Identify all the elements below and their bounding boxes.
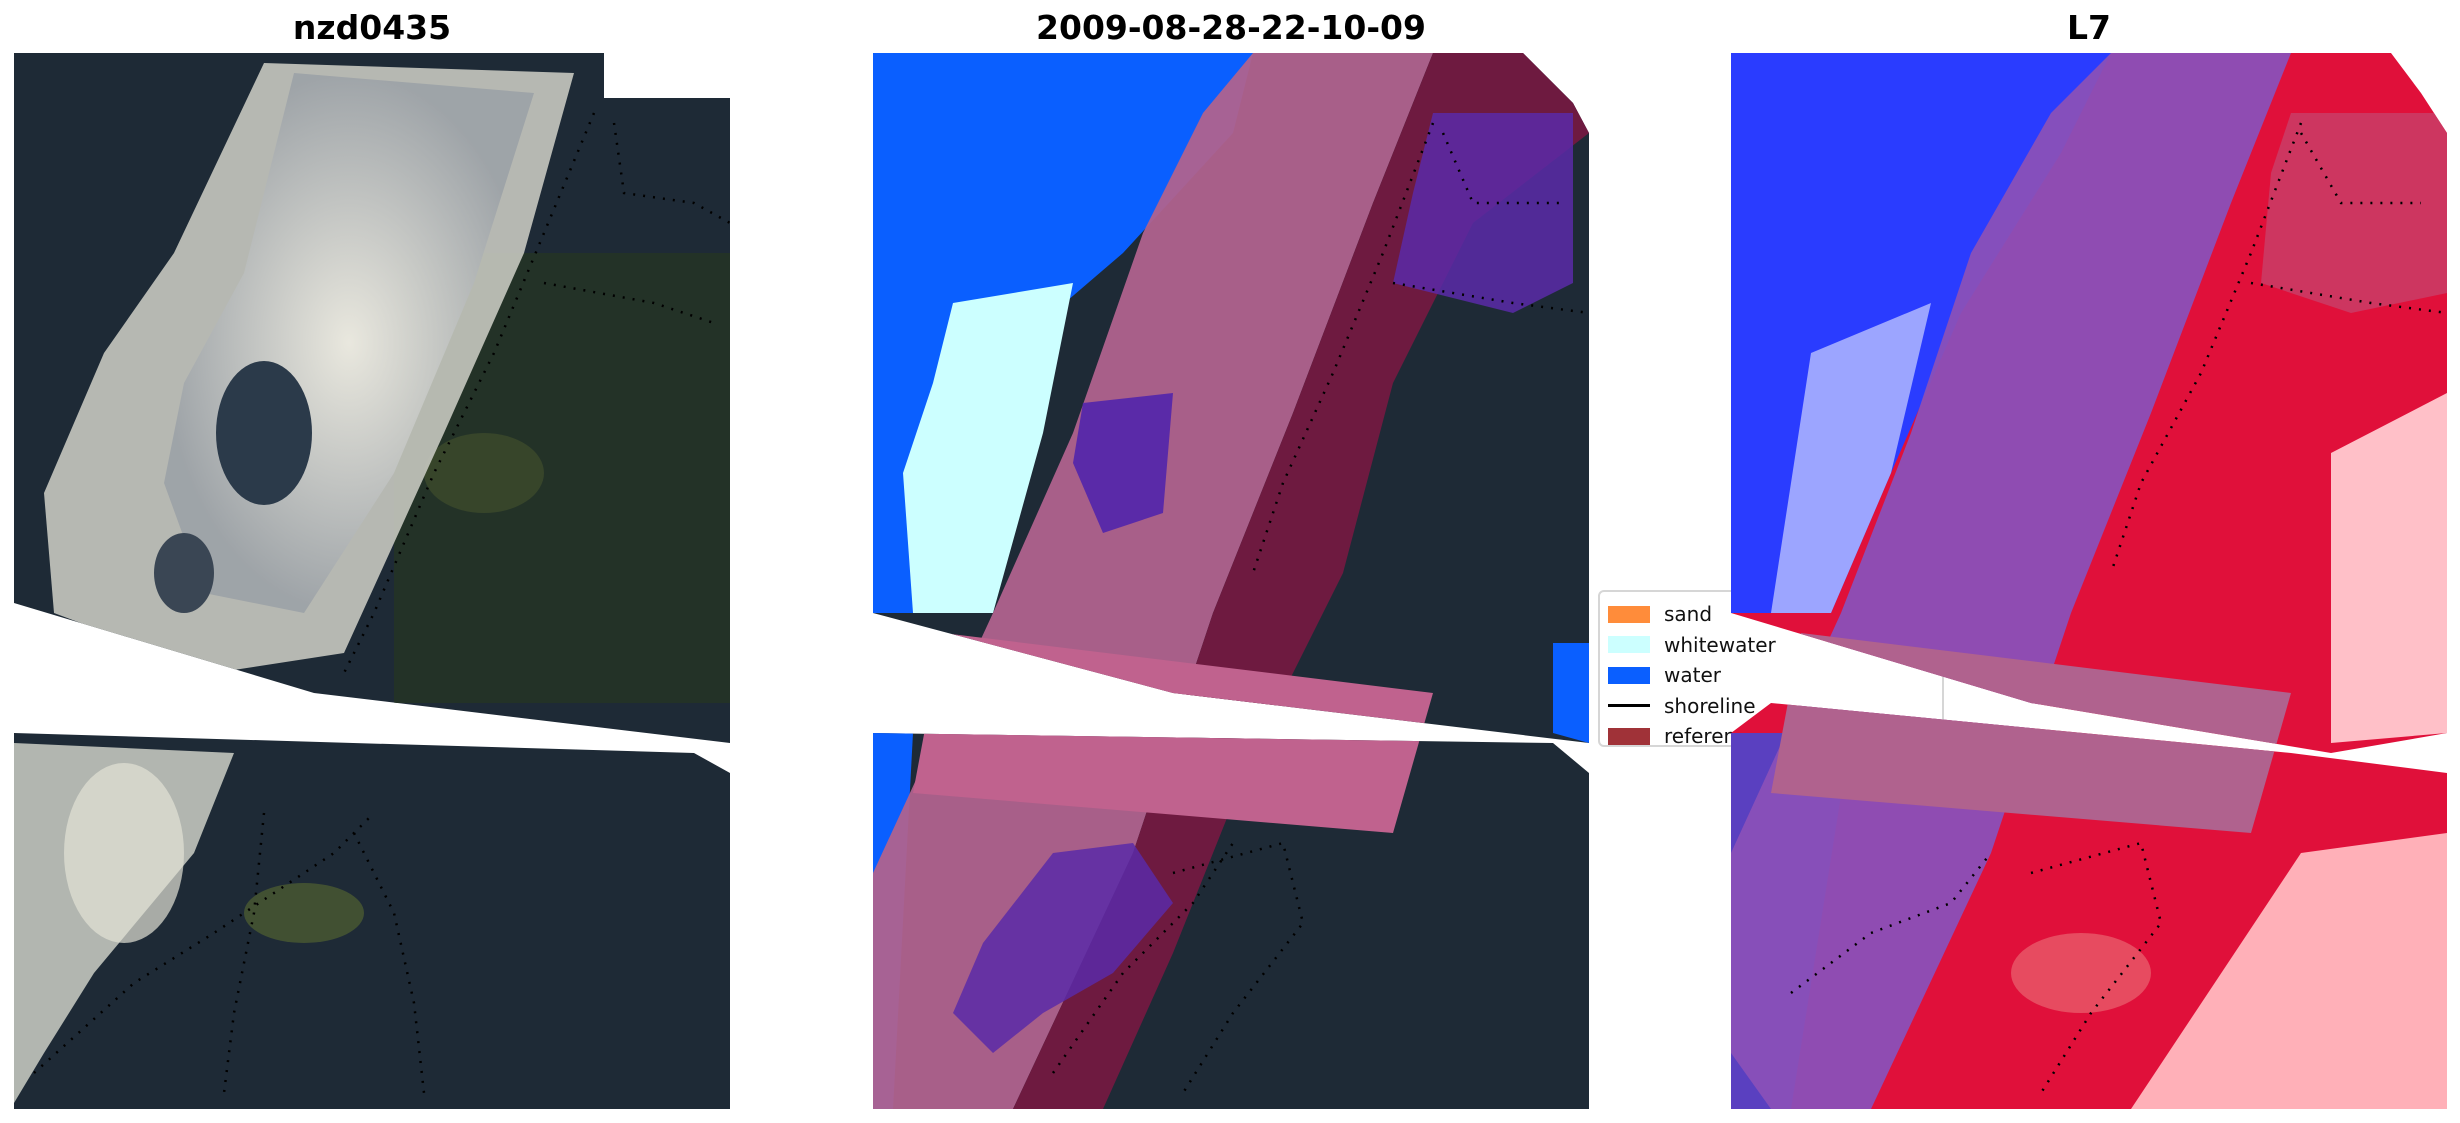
legend-patch-icon: [1608, 727, 1650, 745]
rgb-image-panel: [14, 53, 730, 1109]
legend-item-shoreline: shoreline: [1608, 691, 1942, 722]
legend-label: shoreline: [1664, 693, 1756, 718]
index-image-panel: [1731, 53, 2447, 1109]
title-panel-2: 2009-08-28-22-10-09: [1036, 8, 1426, 47]
legend-label: whitewater: [1664, 632, 1776, 657]
title-panel-3: L7: [2067, 8, 2111, 47]
legend-patch-icon: [1608, 605, 1650, 623]
legend-item-sand: sand: [1608, 599, 1942, 630]
legend-item-water: water: [1608, 660, 1942, 691]
legend-label: sand: [1664, 602, 1713, 627]
legend-line-icon: [1608, 704, 1650, 708]
legend-patch-icon: [1608, 666, 1650, 684]
legend-item-whitewater: whitewater: [1608, 630, 1942, 661]
classified-image-panel: [873, 53, 1589, 1109]
legend-label: water: [1664, 663, 1721, 688]
legend-patch-icon: [1608, 636, 1650, 654]
title-panel-1: nzd0435: [292, 8, 452, 47]
